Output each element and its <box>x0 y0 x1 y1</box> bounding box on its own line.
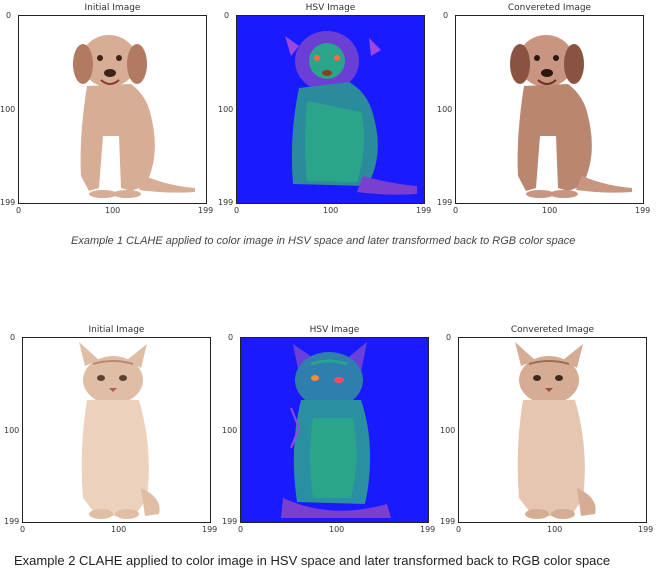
y-tick-label: 0 <box>10 333 16 342</box>
y-tick-label: 0 <box>446 333 452 342</box>
dog-silhouette <box>73 35 195 198</box>
cat-image-converted <box>458 337 647 523</box>
y-tick-label: 0 <box>6 11 12 20</box>
x-tick-label: 0 <box>20 525 26 534</box>
x-tick-label: 100 <box>105 206 121 215</box>
hsv-cat-silhouette <box>281 342 391 518</box>
panel-title: Initial Image <box>88 325 145 335</box>
cat-image-hsv <box>240 337 429 523</box>
dog-image-initial <box>18 15 207 204</box>
example1-caption: Example 1 CLAHE applied to color image i… <box>71 235 576 247</box>
x-tick-label: 199 <box>198 206 214 215</box>
x-tick-label: 100 <box>323 206 339 215</box>
y-tick-label: 100 <box>222 426 238 435</box>
y-tick-label: 199 <box>222 517 238 526</box>
panel-title: Convereted Image <box>510 325 595 335</box>
x-tick-label: 0 <box>238 525 244 534</box>
panel-title: Initial Image <box>84 3 141 13</box>
x-tick-label: 0 <box>234 206 240 215</box>
x-tick-label: 199 <box>202 525 218 534</box>
y-tick-label: 100 <box>440 426 456 435</box>
panel-title: HSV Image <box>305 3 356 13</box>
y-tick-label: 199 <box>218 198 234 207</box>
y-tick-label: 100 <box>4 426 20 435</box>
cat-silhouette <box>79 342 160 519</box>
x-tick-label: 0 <box>453 206 459 215</box>
x-tick-label: 0 <box>456 525 462 534</box>
y-tick-label: 199 <box>440 517 456 526</box>
example2-caption: Example 2 CLAHE applied to color image i… <box>14 553 611 568</box>
y-tick-label: 100 <box>0 105 16 114</box>
x-tick-label: 199 <box>638 525 654 534</box>
y-tick-label: 100 <box>437 105 453 114</box>
x-tick-label: 100 <box>542 206 558 215</box>
y-tick-label: 0 <box>224 11 230 20</box>
dog-silhouette-converted <box>510 35 632 198</box>
x-tick-label: 0 <box>16 206 22 215</box>
panel-title: Convereted Image <box>507 3 592 13</box>
cat-image-initial <box>22 337 211 523</box>
dog-image-hsv <box>236 15 425 204</box>
x-tick-label: 199 <box>416 206 432 215</box>
x-tick-label: 199 <box>420 525 436 534</box>
y-tick-label: 199 <box>0 198 16 207</box>
hsv-dog-silhouette <box>285 31 417 195</box>
x-tick-label: 199 <box>635 206 651 215</box>
y-tick-label: 199 <box>437 198 453 207</box>
x-tick-label: 100 <box>329 525 345 534</box>
panel-title: HSV Image <box>309 325 360 335</box>
y-tick-label: 199 <box>4 517 20 526</box>
y-tick-label: 0 <box>228 333 234 342</box>
x-tick-label: 100 <box>547 525 563 534</box>
cat-silhouette-converted <box>515 342 596 519</box>
dog-image-converted <box>455 15 644 204</box>
y-tick-label: 0 <box>443 11 449 20</box>
x-tick-label: 100 <box>111 525 127 534</box>
y-tick-label: 100 <box>218 105 234 114</box>
